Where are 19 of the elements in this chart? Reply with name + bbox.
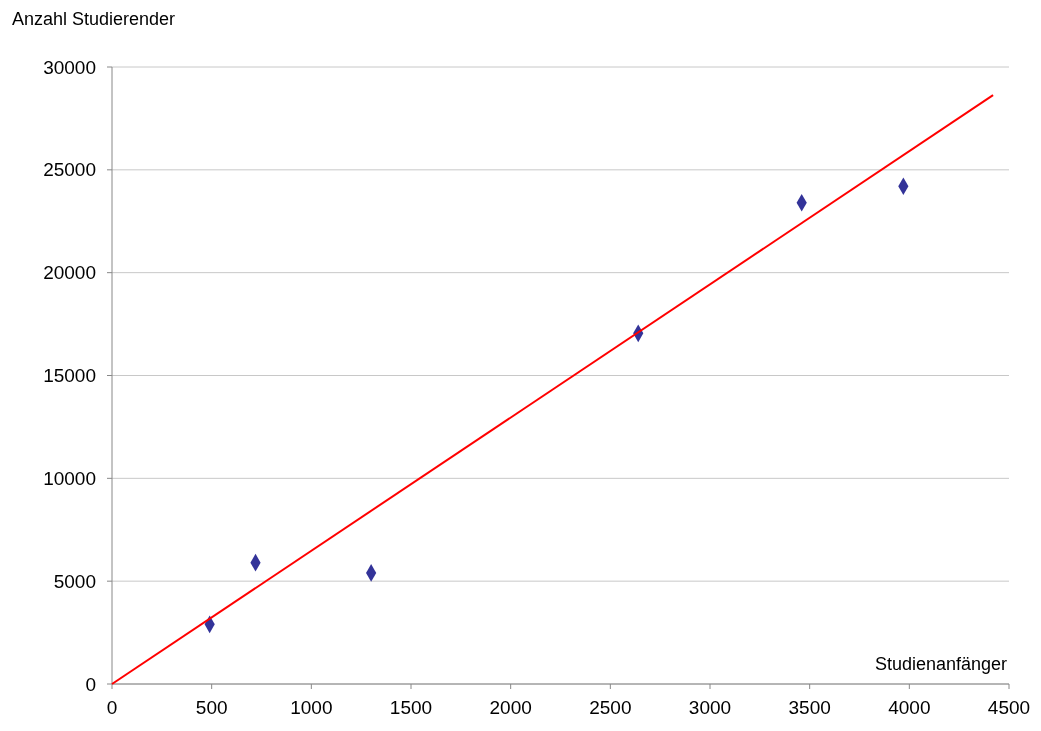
y-tick-label: 30000 [43, 56, 96, 78]
x-tick-label: 2500 [589, 697, 632, 718]
y-tick-label: 10000 [43, 467, 96, 489]
x-tick-label: 4500 [987, 697, 1031, 718]
x-tick-label: 500 [195, 697, 228, 718]
y-tick-label: 25000 [43, 159, 96, 181]
x-tick-label: 3500 [788, 697, 831, 718]
x-tick-label: 1000 [290, 697, 333, 718]
y-tick-label: 5000 [53, 570, 96, 592]
y-tick-label: 0 [85, 673, 96, 695]
y-tick-label: 15000 [43, 365, 96, 387]
x-tick-label: 2000 [489, 697, 532, 718]
x-tick-label: 3000 [688, 697, 732, 718]
x-tick-label: 0 [106, 697, 118, 718]
x-tick-label: 1500 [389, 697, 433, 718]
y-axis-title: Anzahl Studierender [12, 9, 176, 29]
x-tick-label: 4000 [888, 697, 931, 718]
y-tick-label: 20000 [43, 262, 96, 284]
x-axis-title: Studienanfänger [874, 654, 1007, 674]
